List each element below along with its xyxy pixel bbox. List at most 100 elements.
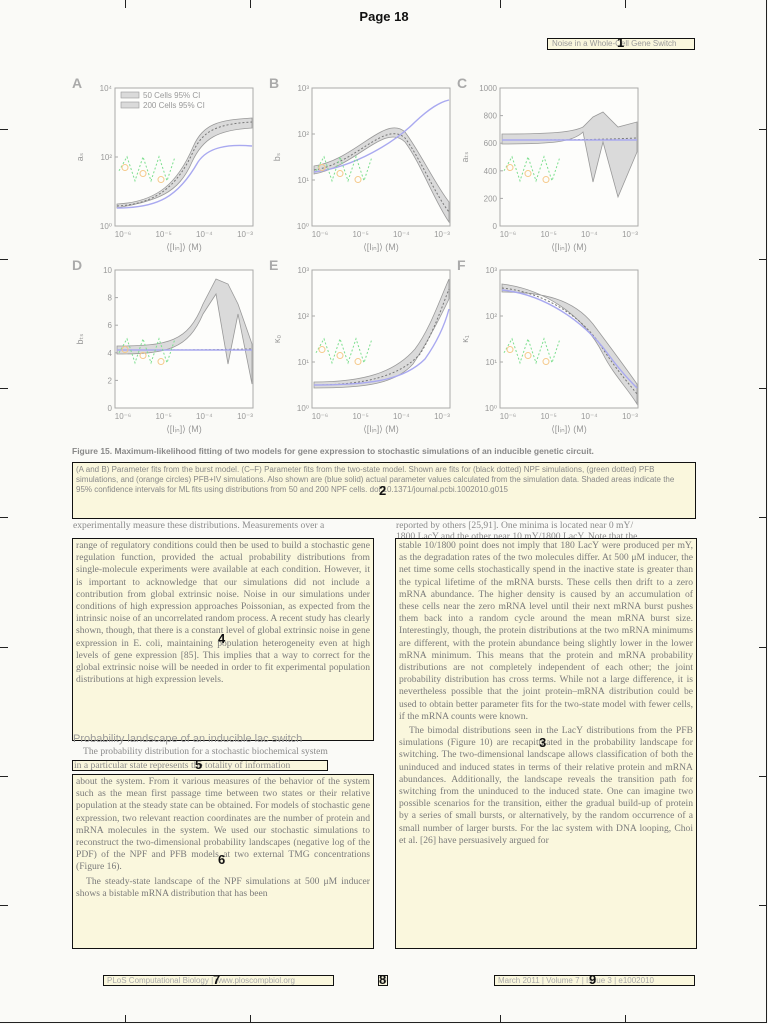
right-column-first-line: reported by others [25,91]. One minima i… [396,520,634,531]
layout-box-left-paragraph: range of regulatory conditions could the… [72,538,374,741]
actual-value-line [313,99,450,173]
layout-box-running-title: Noise in a Whole-Cell Gene Switch [547,38,695,50]
confidence-band [501,111,638,199]
y-tick-label: 10² [297,130,309,139]
legend-swatch [120,101,140,109]
figure-panel-d: D 10 8 6 4 2 0 10⁻⁶ 10⁻⁵ 10⁻⁴ 10⁻³ ⟨[Iᵢₙ]⟩ (M) bₜₛ [68,254,313,439]
figure-panel-b: B 10³ 10² 10¹ 10⁰ 10⁻⁶ 10⁻⁵ 10⁻⁴ 10⁻³ ⟨[Iᵢₙ]⟩ (M)… [265,72,510,257]
legend-swatch [120,91,140,99]
margin-tick [0,129,8,130]
pfb-fit-line [315,337,373,365]
box-number: 4 [218,631,226,646]
right-column-paragraph-2: The bimodal distributions seen in the La… [399,725,693,846]
x-tick-label: 10⁻³ [237,412,253,421]
pfbiv-point [157,176,165,184]
x-tick-label: 10⁻³ [622,230,638,239]
margin-tick [759,647,767,648]
npf-fit-line [313,133,450,213]
left-column-paragraph-3: The steady-state landscape of the NPF si… [76,875,370,899]
running-title: Noise in a Whole-Cell Gene Switch [552,39,677,48]
pfbiv-point [524,352,532,360]
x-tick-label: 10⁻⁴ [393,230,410,239]
y-tick-label: 4 [108,349,113,358]
margin-tick [759,776,767,777]
pfbiv-point [318,164,326,172]
pfbiv-point [121,346,129,354]
pfbiv-point [524,170,532,178]
actual-value-line [501,289,638,389]
box-number: 5 [195,757,203,772]
box-number: 7 [213,972,221,987]
y-tick-label: 10¹ [485,358,497,367]
npf-fit-line [116,121,253,207]
pfbiv-point [157,358,165,366]
confidence-band [116,117,253,209]
layout-box-left-lower: about the system. From it various measur… [72,774,374,949]
pfb-fit-line [503,155,561,183]
x-axis-label: ⟨[Iᵢₙ]⟩ (M) [551,242,587,252]
actual-value-line [116,144,253,209]
y-tick-label: 10⁰ [297,222,309,231]
pfb-fit-line [315,155,373,183]
figure-caption-title: Figure 15. Maximum-likelihood fitting of… [72,446,594,456]
y-tick-label: 0 [108,404,113,413]
layout-box-footer-journal: PLoS Computational Biology | www.ploscom… [103,975,334,986]
footer-issue: March 2011 | Volume 7 | Issue 3 | e10020… [498,976,654,985]
footer-page-number: 18 [379,977,387,984]
legend-entry: 200 Cells 95% CI [143,101,205,110]
pfb-fit-line [118,155,176,183]
figure-panel-c: C 1000 800 600 400 200 0 10⁻⁶ 10⁻⁵ 10⁻⁴ 10⁻³ ⟨[Iᵢₙ]… [453,72,698,257]
left-column-paragraph-1: range of regulatory conditions could the… [76,540,370,686]
pfbiv-point [354,358,362,366]
x-tick-label: 10⁻⁶ [500,412,516,421]
pfbiv-point [336,352,344,360]
confidence-band [313,278,450,389]
margin-tick [759,129,767,130]
y-tick-label: 8 [108,294,113,303]
panel-label: A [72,75,82,91]
y-tick-label: 10² [100,153,112,162]
y-tick-label: 10² [485,312,497,321]
y-tick-label: 10⁰ [100,222,112,231]
right-column-second-line: 1800 LacY and the other near 10 mY/1800 … [396,531,638,542]
margin-tick [500,1015,501,1023]
margin-tick [250,1015,251,1023]
x-tick-label: 10⁻⁴ [393,412,410,421]
margin-tick [250,0,251,8]
figure-panel-e: E 10³ 10² 10¹ 10⁰ 10⁻⁶ 10⁻⁵ 10⁻⁴ 10⁻³ ⟨[Iᵢₙ]⟩ (M)… [265,254,510,439]
margin-tick [759,517,767,518]
box-number: 2 [379,483,387,498]
x-tick-label: 10⁻⁵ [352,412,368,421]
x-tick-label: 10⁻⁵ [540,412,556,421]
y-tick-label: 10³ [297,266,309,275]
y-tick-label: 10² [297,312,309,321]
margin-tick [759,905,767,906]
confidence-band [313,127,450,224]
legend-entry: 50 Cells 95% CI [143,91,200,100]
margin-tick [500,0,501,8]
margin-tick [0,776,8,777]
layout-box-caption: (A and B) Parameter fits from the burst … [72,462,696,519]
figure-panel-a: A 10⁴ 10² 10⁰ 10⁻⁶ 10⁻⁵ 10⁻⁴ 10⁻³ ⟨[Iᵢₙ]⟩ (M) aₛ 5… [68,72,313,257]
y-axis-label: bₛ [272,153,282,161]
x-tick-label: 10⁻³ [434,230,450,239]
y-axis-label: bₜₛ [75,333,85,344]
y-tick-label: 800 [484,112,498,121]
box-number: 6 [218,852,226,867]
pfbiv-point [336,170,344,178]
confidence-band [116,278,253,385]
margin-tick [0,517,8,518]
x-tick-label: 10⁻⁵ [540,230,556,239]
pfbiv-point [542,176,550,184]
margin-tick [125,0,126,8]
layout-box-footer-page: 18 [378,975,388,986]
y-tick-label: 10 [103,266,112,275]
plot-area [311,87,451,227]
right-column-text: stable 10/1800 point does not imply that… [396,539,696,948]
margin-tick [0,259,8,260]
x-tick-label: 10⁻³ [434,412,450,421]
x-tick-label: 10⁻⁵ [155,412,171,421]
y-tick-label: 0 [493,222,498,231]
pfb-fit-line [503,337,561,365]
